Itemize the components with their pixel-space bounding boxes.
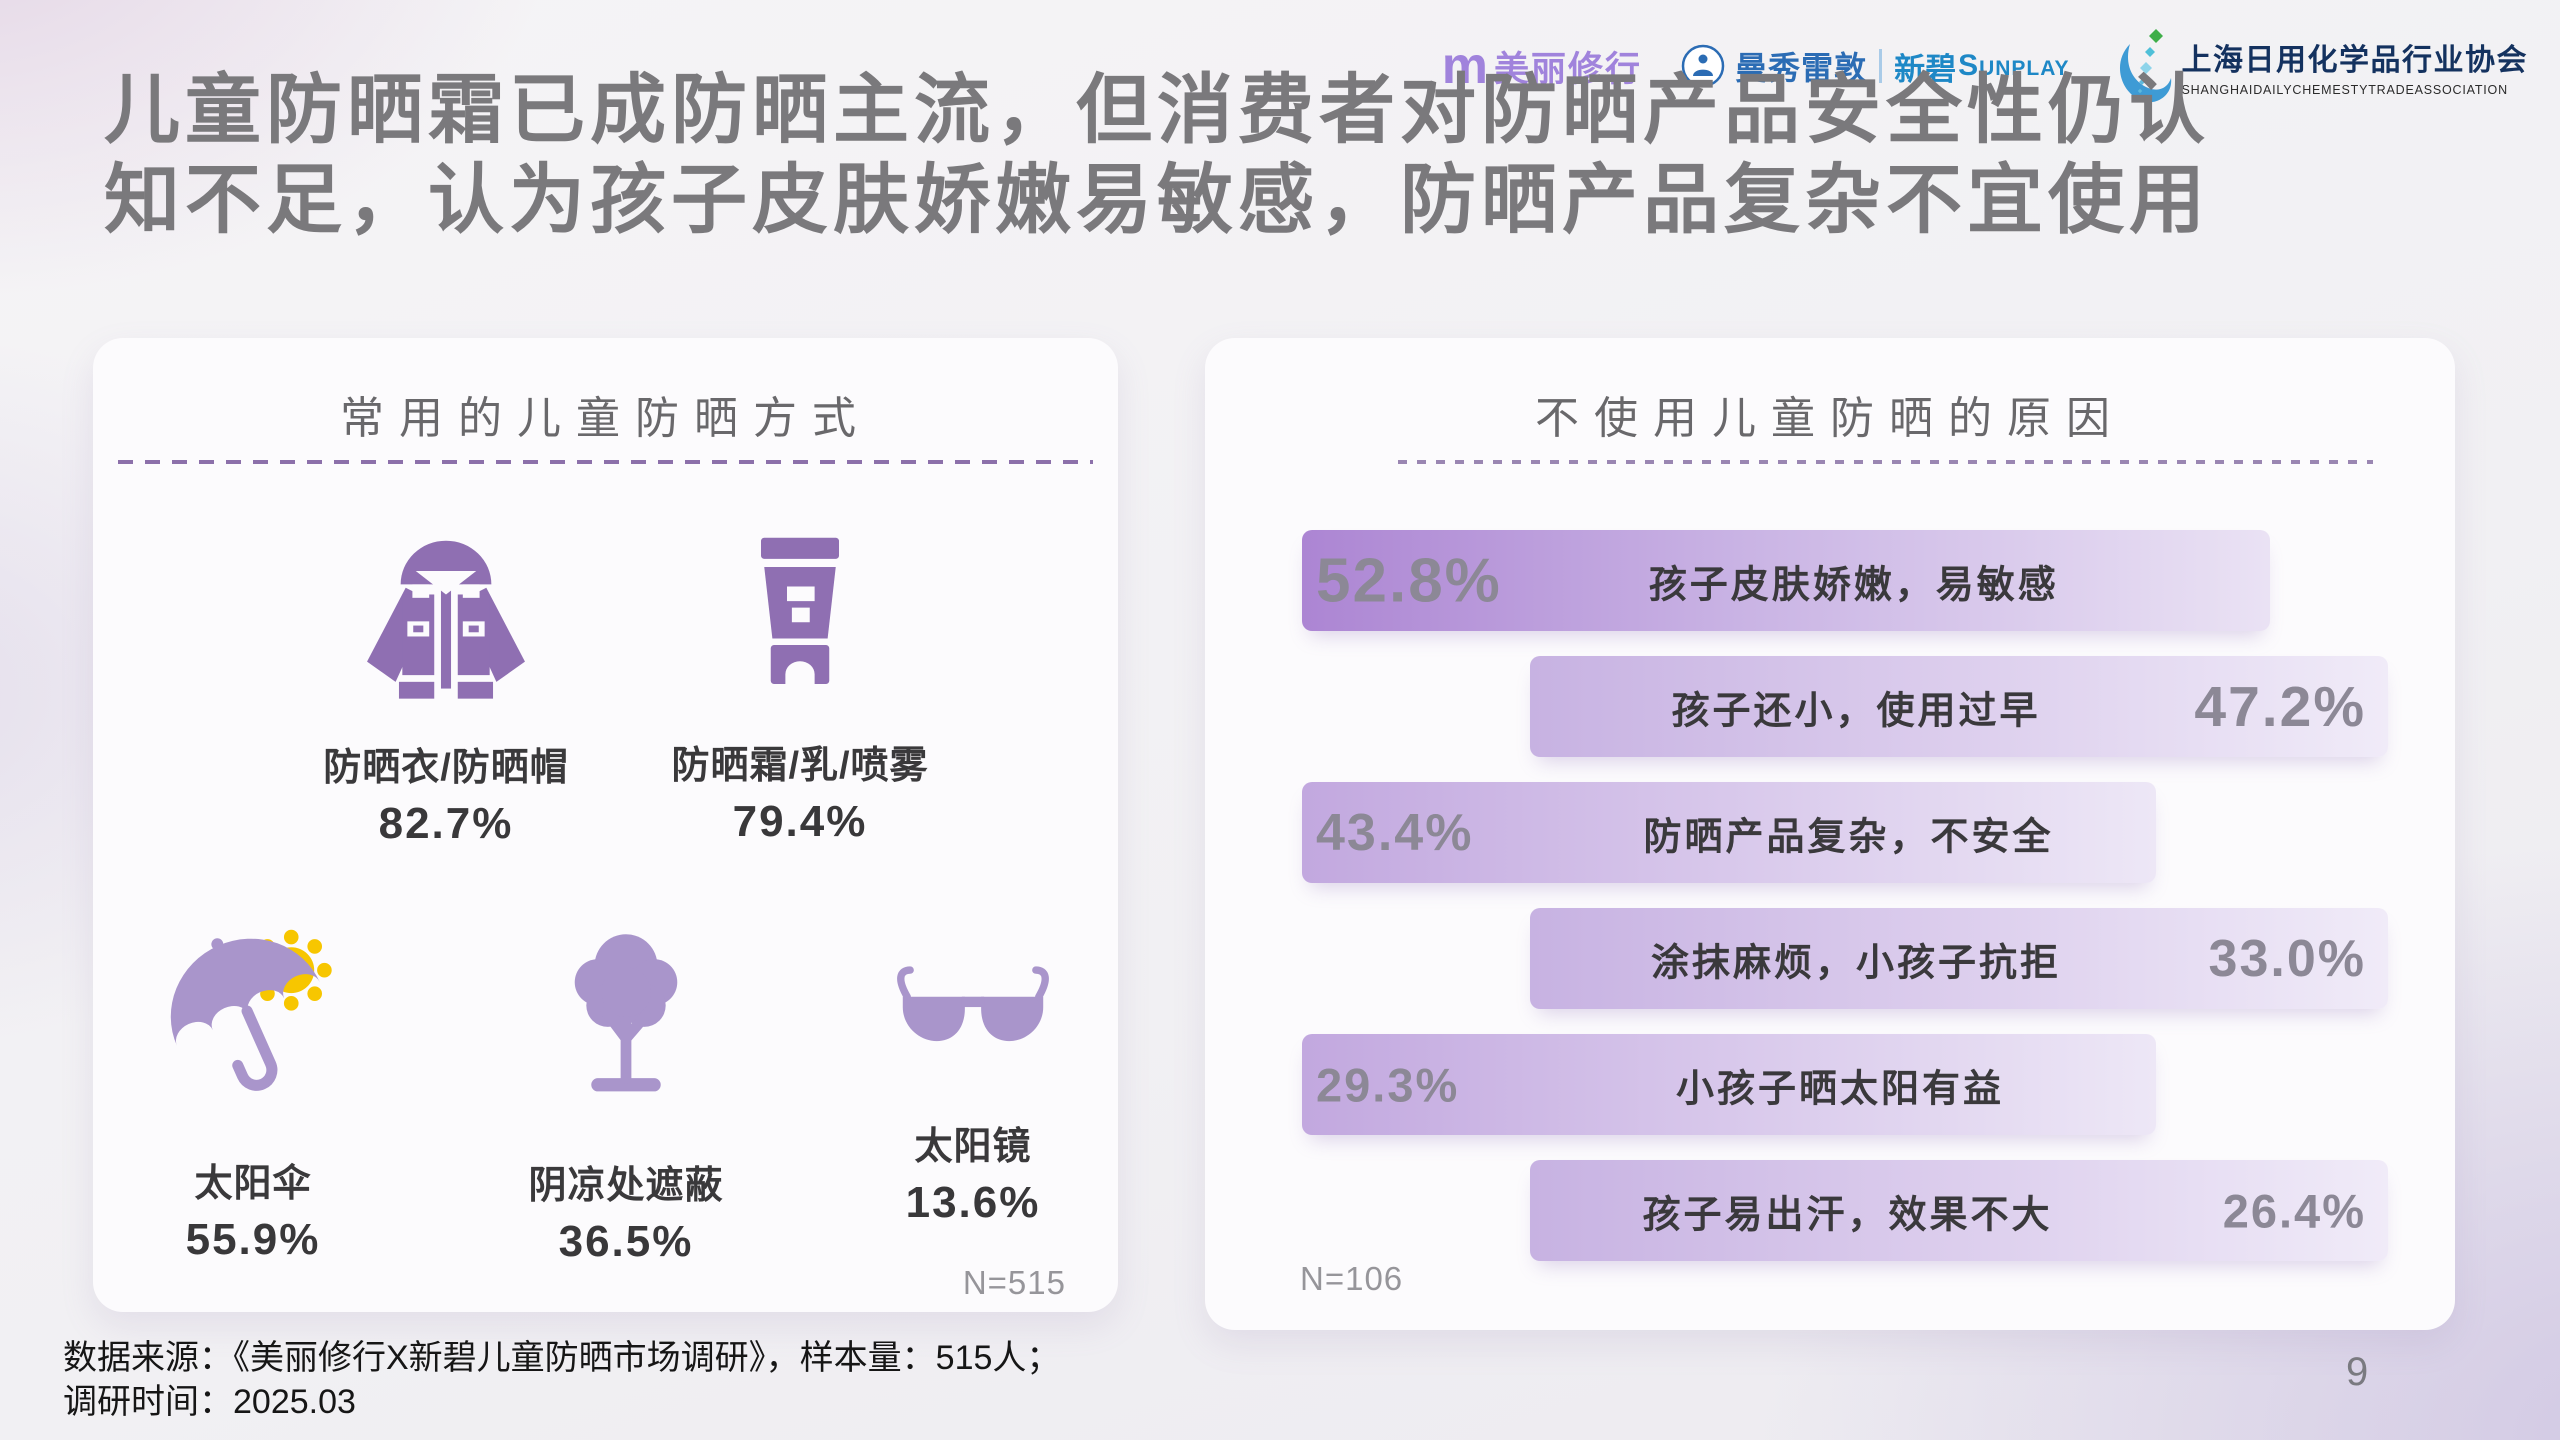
- meilixiuxing-name: 美丽修行: [1494, 49, 1643, 89]
- panel-title: 常用的儿童防晒方式: [340, 394, 871, 443]
- bar-label: 涂抹麻烦，小孩子抗拒: [1651, 942, 2062, 984]
- mentholatum-icon: [1681, 44, 1725, 88]
- stat-value: 13.6%: [905, 1178, 1041, 1227]
- sample-size-106: N=106: [1300, 1260, 1404, 1297]
- title-line-2: 知不足，认为孩子皮肤娇嫩易敏感，防晒产品复杂不宜使用: [104, 157, 2210, 243]
- sunplay-prefix: 新碧: [1894, 51, 1957, 87]
- stat-label: 阴凉处遮蔽: [528, 1165, 724, 1207]
- association-name-cn: 上海日用化学品行业协会: [2181, 44, 2528, 77]
- stat-value: 82.7%: [378, 799, 514, 848]
- logo-divider: [1879, 49, 1883, 83]
- panel-common-methods: 常用的儿童防晒方式: [93, 338, 1118, 1312]
- bar-row-5: 29.3% 小孩子晒太阳有益: [1302, 1034, 2156, 1135]
- bar-row-6: 孩子易出汗，效果不大 26.4%: [1530, 1160, 2388, 1261]
- bar-value: 47.2%: [2194, 674, 2366, 739]
- page-title: 儿童防晒霜已成防晒主流，但消费者对防晒产品安全性仍认 知不足，认为孩子皮肤娇嫩易敏…: [104, 66, 2210, 245]
- stat-label: 防晒霜/乳/喷雾: [671, 745, 929, 787]
- association-logo: 上海日用化学品行业协会 SHANGHAIDAILYCHEMESTYTRADEAS…: [2108, 28, 2529, 104]
- bar-value: 33.0%: [2208, 929, 2366, 988]
- sample-size-515: N=515: [962, 1264, 1066, 1301]
- data-source-note: 数据来源：《美丽修行X新碧儿童防晒市场调研》，样本量：515人； 调研时间：20…: [63, 1336, 1060, 1424]
- bar-value: 26.4%: [2222, 1184, 2366, 1237]
- title-line-1: 儿童防晒霜已成防晒主流，但消费者对防晒产品安全性仍认: [104, 68, 2210, 153]
- dashed-divider: [118, 460, 1093, 464]
- sun-protective-clothing-icon: [367, 540, 525, 699]
- sunscreen-tube-icon: [761, 537, 839, 684]
- bar-label: 孩子还小，使用过早: [1671, 690, 2041, 732]
- sunplay-name: Sunplay: [1958, 49, 2070, 82]
- stat-item-umbrella: 太阳伞 55.9%: [103, 926, 403, 1265]
- stat-item-clothing: 防晒衣/防晒帽 82.7%: [276, 534, 616, 849]
- source-line-2: 调研时间：2025.03: [63, 1383, 356, 1422]
- sunglasses-icon: [897, 966, 1049, 1042]
- association-name-en: SHANGHAIDAILYCHEMESTYTRADEASSOCIATION: [2181, 83, 2508, 97]
- stat-label: 太阳伞: [194, 1163, 312, 1205]
- stat-item-sunscreen: 防晒霜/乳/喷雾 79.4%: [630, 534, 970, 847]
- meilixiuxing-m-icon: m: [1441, 37, 1488, 95]
- stat-item-sunglasses: 太阳镜 13.6%: [823, 926, 1123, 1228]
- source-line-1: 数据来源：《美丽修行X新碧儿童防晒市场调研》，样本量：515人；: [63, 1339, 1061, 1377]
- bar-row-1: 52.8% 孩子皮肤娇嫩，易敏感: [1302, 530, 2270, 631]
- sun-umbrella-icon: [170, 929, 332, 1091]
- panel-title: 不使用儿童防晒的原因: [1535, 394, 2125, 443]
- mentholatum-sunplay-logo: 曼秀雷敦 新碧 Sunplay: [1680, 43, 2069, 89]
- bar-label: 小孩子晒太阳有益: [1676, 1068, 2005, 1110]
- panel-reasons-chart: 不使用儿童防晒的原因 52.8% 孩子皮肤娇嫩，易敏感 孩子还小，使用过早 47…: [1205, 338, 2455, 1330]
- bar-label: 孩子皮肤娇嫩，易敏感: [1648, 564, 2059, 606]
- stat-value: 79.4%: [732, 797, 868, 846]
- stat-item-shade: 阴凉处遮蔽 36.5%: [476, 926, 776, 1267]
- meilixiuxing-logo: m 美丽修行: [1442, 40, 1642, 92]
- shade-tree-icon: [574, 934, 678, 1092]
- bar-label: 孩子易出汗，效果不大: [1642, 1194, 2053, 1236]
- stat-value: 36.5%: [558, 1217, 694, 1266]
- mentholatum-name: 曼秀雷敦: [1735, 50, 1868, 86]
- bar-value: 29.3%: [1316, 1058, 1460, 1111]
- bar-value: 52.8%: [1316, 546, 1502, 615]
- bar-value: 43.4%: [1316, 803, 1474, 862]
- bar-row-3: 43.4% 防晒产品复杂，不安全: [1302, 782, 2156, 883]
- bar-label: 防晒产品复杂，不安全: [1643, 816, 2054, 858]
- stat-value: 55.9%: [185, 1215, 321, 1264]
- dashed-divider: [1398, 460, 2373, 464]
- stat-label: 防晒衣/防晒帽: [323, 747, 569, 789]
- bar-row-2: 孩子还小，使用过早 47.2%: [1530, 656, 2388, 757]
- association-names: 上海日用化学品行业协会 SHANGHAIDAILYCHEMESTYTRADEAS…: [2182, 35, 2529, 97]
- logo-bar: m 美丽修行 曼秀雷敦 新碧 Sunplay: [1442, 18, 2528, 114]
- bar-row-4: 涂抹麻烦，小孩子抗拒 33.0%: [1530, 908, 2388, 1009]
- stat-label: 太阳镜: [914, 1126, 1032, 1168]
- page-number: 9: [2346, 1350, 2369, 1394]
- association-swirl-icon: [2119, 29, 2171, 103]
